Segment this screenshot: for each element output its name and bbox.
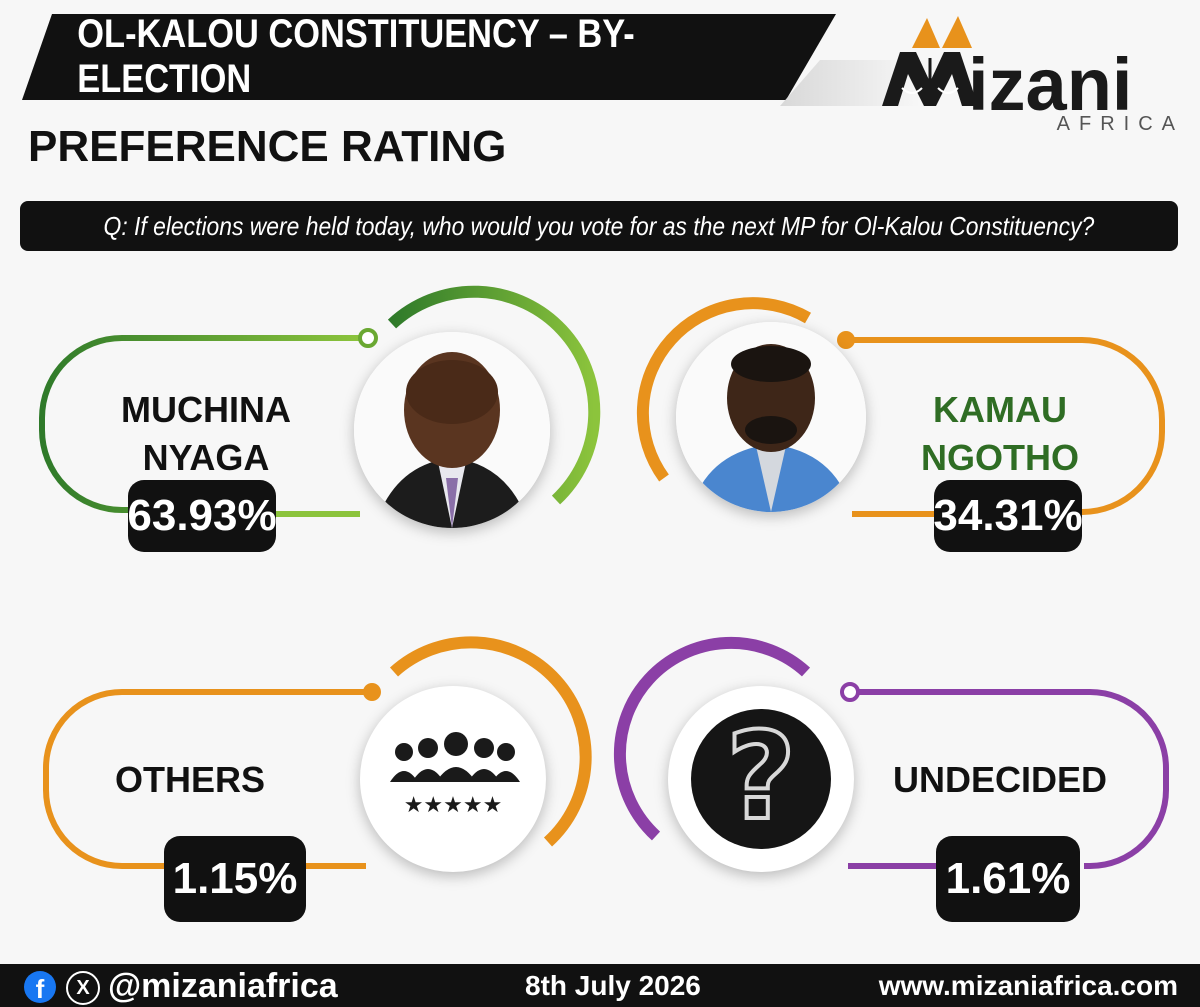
name-line: KAMAU xyxy=(933,389,1067,430)
name-line: NYAGA xyxy=(142,437,270,478)
card-arc-undecided xyxy=(613,636,811,841)
muchina-percentage: 63.93% xyxy=(127,480,277,552)
candidate-name-kamau: KAMAU NGOTHO xyxy=(890,386,1110,482)
logo-m-icon xyxy=(882,16,978,106)
footer-bar: f X @mizaniafrica 8th July 2026 www.miza… xyxy=(0,964,1200,1007)
card-arc-muchina xyxy=(387,285,601,505)
undecided-percentage: 1.61% xyxy=(936,836,1080,922)
name-line: NGOTHO xyxy=(921,437,1079,478)
page-title: OL-KALOU CONSTITUENCY – BY-ELECTION xyxy=(77,12,635,101)
logo-subtitle: AFRICA xyxy=(1056,113,1184,135)
card-frame-others xyxy=(43,689,366,869)
question-mark-icon: ? xyxy=(668,686,854,872)
card-arc-kamau xyxy=(636,297,811,482)
mizani-logo: izani AFRICA xyxy=(872,8,1192,138)
people-group-icon: ★★★★★ xyxy=(360,686,546,872)
name-line: MUCHINA xyxy=(121,389,291,430)
candidate-photo-icon xyxy=(676,322,866,512)
card-arc-others xyxy=(389,636,592,847)
header-banner xyxy=(22,14,836,100)
candidate-photo-icon xyxy=(354,332,550,528)
survey-question-text: Q: If elections were held today, who wou… xyxy=(103,210,1095,241)
candidate-name-muchina: MUCHINA NYAGA xyxy=(96,386,316,482)
facebook-icon[interactable]: f xyxy=(24,971,56,1004)
card-frame-muchina xyxy=(39,335,362,513)
logo-word: izani xyxy=(968,43,1133,126)
card-frame-kamau xyxy=(852,337,1165,515)
social-handle[interactable]: @mizaniafrica xyxy=(108,967,338,1005)
card-frame-undecided xyxy=(858,689,1169,869)
kamau-percentage: 34.31% xyxy=(933,480,1083,552)
survey-question: Q: If elections were held today, who wou… xyxy=(20,201,1178,251)
chart-title: PREFERENCE RATING xyxy=(28,122,507,171)
others-percentage: 1.15% xyxy=(164,836,306,922)
others-label: OTHERS xyxy=(114,759,265,800)
undecided-label: UNDECIDED xyxy=(892,759,1107,800)
website-link[interactable]: www.mizaniafrica.com xyxy=(878,970,1178,1001)
x-icon[interactable]: X xyxy=(66,971,100,1005)
svg-text:?: ? xyxy=(726,708,796,847)
poll-date: 8th July 2026 xyxy=(525,970,701,1001)
svg-text:★★★★★: ★★★★★ xyxy=(404,793,503,818)
